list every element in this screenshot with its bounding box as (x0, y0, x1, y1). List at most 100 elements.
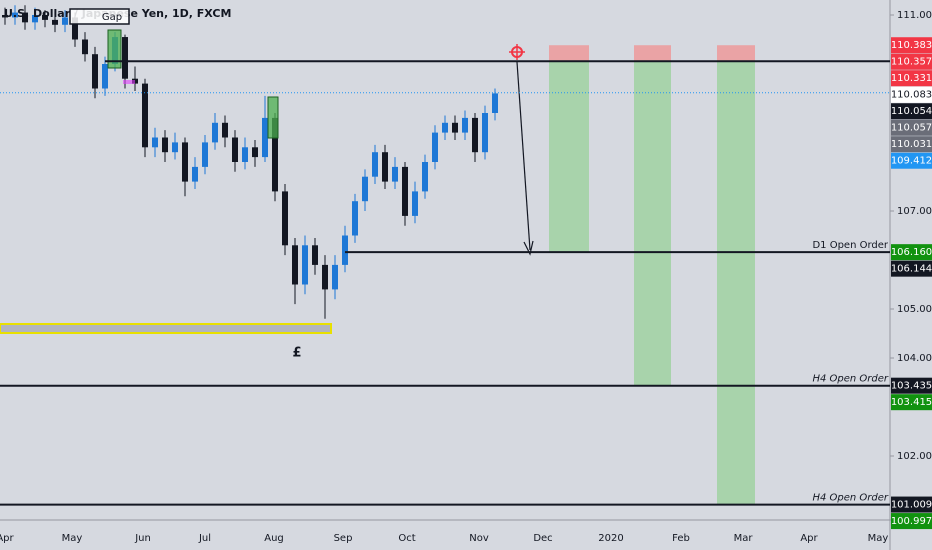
candle-body (442, 122, 448, 133)
candle-body (272, 117, 278, 192)
price-label-box (891, 496, 932, 513)
target-zone (717, 61, 755, 505)
y-tick-label: 105.000 (897, 304, 932, 315)
candle-body (312, 245, 318, 265)
price-label-box (891, 86, 932, 103)
axes: 111.000 107.000 105.000 104.000 102.000 Apr Ma… (0, 10, 932, 544)
gap-label: Gap (102, 12, 122, 23)
candle-body (252, 147, 258, 158)
candle-body (292, 245, 298, 285)
candle-body (322, 264, 328, 290)
drawings-back (549, 45, 755, 505)
level-label: H4 Open Order (812, 493, 888, 504)
price-label-box (891, 37, 932, 54)
price-label: 101.009 (891, 500, 932, 511)
candle-body (402, 166, 408, 216)
stop-zone (549, 45, 589, 62)
candle-body (12, 12, 18, 18)
candle-body (352, 201, 358, 236)
price-label-box (891, 70, 932, 87)
candle-body (232, 137, 238, 162)
drawings-front: U.S. Dollar / Japanese Yen, 1D, FXCM Gap… (0, 7, 890, 506)
price-label: 110.357 (891, 57, 932, 68)
candle-body (62, 17, 68, 25)
stop-zone (634, 45, 671, 62)
price-label-box (891, 260, 932, 277)
candle-body (282, 191, 288, 246)
price-label-box (891, 136, 932, 153)
highlight-box (107, 29, 122, 69)
x-tick-label: Aug (264, 533, 284, 544)
price-label-box (891, 119, 932, 136)
candle-body (242, 147, 248, 162)
price-label: 103.435 (891, 381, 932, 392)
x-tick-label: Feb (672, 533, 690, 544)
candle-body (482, 112, 488, 153)
candle-body (262, 117, 268, 158)
target-cross (509, 44, 525, 60)
candle-body (362, 176, 368, 202)
y-tick-label: 104.000 (897, 353, 932, 364)
x-tick-label: 2020 (598, 533, 623, 544)
candle-body (72, 17, 78, 40)
candle-body (32, 14, 38, 23)
y-tick-label: 102.000 (897, 451, 932, 462)
x-tick-label: Dec (533, 533, 552, 544)
candle-body (222, 122, 228, 138)
x-tick-label: Mar (734, 533, 754, 544)
arrow-head (523, 240, 534, 256)
price-label: 110.057 (891, 123, 932, 134)
stop-zone (717, 45, 755, 62)
price-label-box (891, 394, 932, 411)
support-zone (0, 323, 332, 334)
candle-body (392, 166, 398, 182)
price-label-box (891, 377, 932, 394)
candle-body (82, 39, 88, 55)
candle-body (462, 117, 468, 133)
candle-body (52, 19, 58, 25)
arrow (516, 61, 531, 251)
price-label-box (891, 103, 932, 120)
price-label: 106.144 (891, 264, 932, 275)
x-tick-label: May (868, 533, 889, 544)
price-label: 110.031 (891, 139, 932, 150)
candle-body (172, 142, 178, 153)
y-tick-label: 107.000 (897, 206, 932, 217)
candle-body (92, 54, 98, 89)
candle-body (472, 117, 478, 153)
candle-body (2, 14, 8, 18)
price-label: 110.083 (891, 90, 932, 101)
x-tick-label: May (62, 533, 83, 544)
price-label: 106.160 (891, 247, 932, 258)
y-tick-label: 111.000 (897, 10, 932, 21)
candles (2, 5, 498, 319)
price-label-box (891, 53, 932, 70)
candle-body (412, 191, 418, 216)
candle-body (332, 264, 338, 290)
candle-body (162, 137, 168, 153)
candle-body (342, 235, 348, 265)
x-tick-label: Apr (0, 533, 15, 544)
price-label-box (891, 513, 932, 530)
x-tick-label: Sep (334, 533, 353, 544)
price-label: 100.997 (891, 516, 932, 527)
candle-body (102, 63, 108, 89)
candle-body (452, 122, 458, 133)
candle-body (152, 137, 158, 148)
x-tick-label: Nov (469, 533, 489, 544)
x-tick-label: Apr (800, 533, 818, 544)
target-icon (509, 44, 525, 60)
price-label: 110.383 (891, 40, 932, 51)
candle-body (492, 93, 498, 113)
candle-body (182, 142, 188, 182)
target-zone (549, 61, 589, 253)
price-label-box (891, 152, 932, 169)
price-label: 103.415 (891, 397, 932, 408)
target-zone (634, 61, 671, 386)
x-tick-label: Jun (134, 533, 151, 544)
candle-body (142, 83, 148, 148)
x-tick-label: Jul (198, 533, 211, 544)
